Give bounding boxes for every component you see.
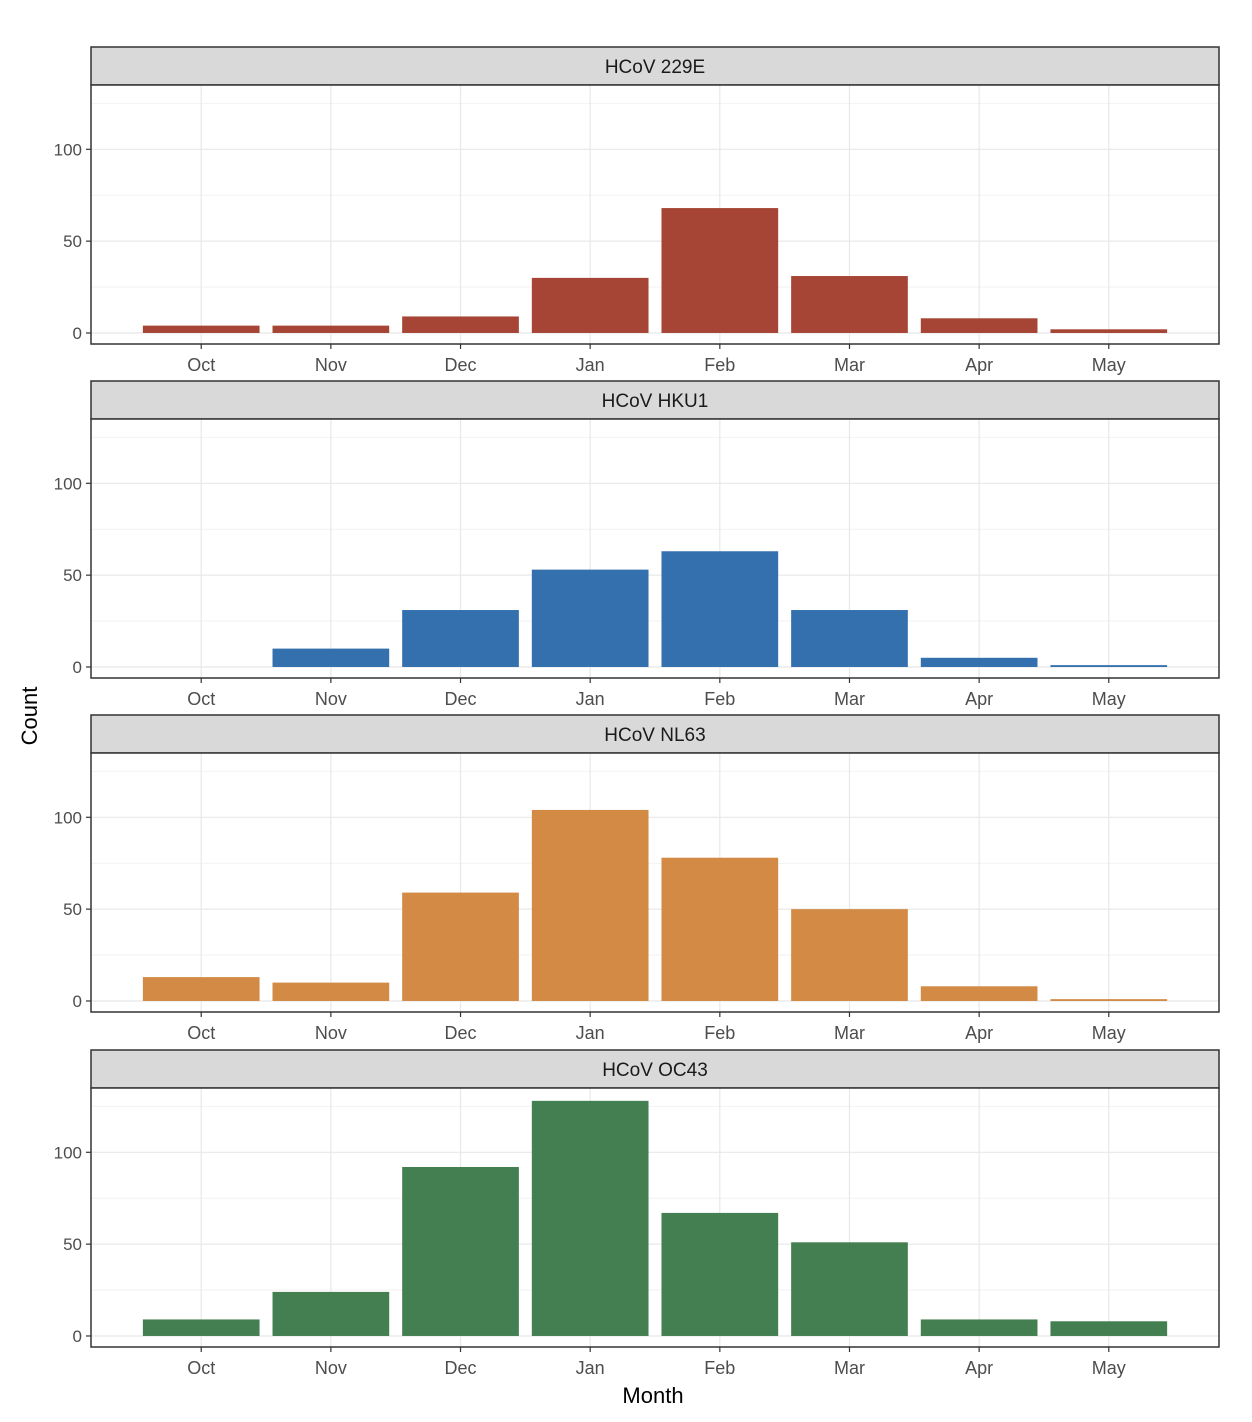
x-tick-label: Feb <box>704 355 735 375</box>
x-tick-label: Feb <box>704 689 735 709</box>
bar <box>920 1319 1038 1336</box>
panel-border <box>90 752 1220 1013</box>
facet-strip <box>90 714 1220 754</box>
x-tick-label: Dec <box>445 1358 477 1378</box>
x-tick-label: Feb <box>704 1358 735 1378</box>
bar <box>272 982 390 1001</box>
x-tick-label: Dec <box>445 1023 477 1043</box>
facet-strip <box>90 1049 1220 1089</box>
x-tick-label: Mar <box>834 1023 865 1043</box>
x-tick-label: Mar <box>834 689 865 709</box>
x-tick-label: May <box>1092 355 1126 375</box>
x-tick-label: Nov <box>315 355 347 375</box>
facet-title: HCoV OC43 <box>602 1060 708 1081</box>
y-tick-label: 50 <box>63 232 82 251</box>
y-axis-label: Count <box>17 687 42 746</box>
x-tick-label: Jan <box>576 1358 605 1378</box>
x-tick-label: May <box>1092 1358 1126 1378</box>
plot-area <box>91 419 1219 678</box>
x-tick-label: Nov <box>315 1023 347 1043</box>
y-tick-label: 0 <box>73 324 82 343</box>
bar <box>1050 665 1168 667</box>
y-tick-label: 100 <box>54 474 82 493</box>
facet-panel: HCoV OC43 0 50 100 Oct Nov Dec Jan Feb Mar Apr May <box>54 1049 1220 1378</box>
x-tick-label: Apr <box>965 1023 993 1043</box>
y-tick-label: 0 <box>73 992 82 1011</box>
panel-border <box>90 418 1220 679</box>
x-tick-label: Nov <box>315 1358 347 1378</box>
bar <box>791 1242 908 1336</box>
bar <box>142 1319 260 1336</box>
bar <box>402 610 519 667</box>
y-tick-label: 50 <box>63 1235 82 1254</box>
bar <box>661 208 779 333</box>
x-tick-label: Jan <box>576 1023 605 1043</box>
bar <box>402 892 519 1001</box>
x-tick-label: Dec <box>445 689 477 709</box>
x-tick-label: Oct <box>187 355 215 375</box>
facet-strip <box>90 380 1220 420</box>
y-tick-label: 0 <box>73 1327 82 1346</box>
bar <box>1050 329 1168 333</box>
facet-title: HCoV NL63 <box>604 725 705 746</box>
bar <box>791 909 908 1001</box>
x-tick-label: Mar <box>834 1358 865 1378</box>
x-tick-label: Jan <box>576 355 605 375</box>
y-tick-label: 50 <box>63 900 82 919</box>
x-axis-label: Month <box>622 1383 683 1408</box>
bar <box>920 318 1038 333</box>
x-tick-label: Mar <box>834 355 865 375</box>
bar <box>531 277 649 333</box>
bar <box>272 648 390 667</box>
bar <box>402 316 519 333</box>
facet-strip <box>90 46 1220 86</box>
x-tick-label: Oct <box>187 689 215 709</box>
bar <box>661 1212 779 1336</box>
x-tick-label: May <box>1092 689 1126 709</box>
bar <box>531 1100 649 1336</box>
bar <box>142 325 260 333</box>
x-tick-label: May <box>1092 1023 1126 1043</box>
bar <box>791 610 908 667</box>
bar <box>142 977 260 1001</box>
panel-border <box>90 1087 1220 1348</box>
facet-title: HCoV 229E <box>605 57 705 78</box>
bar <box>920 986 1038 1001</box>
x-tick-label: Oct <box>187 1358 215 1378</box>
facet-title: HCoV HKU1 <box>602 391 709 412</box>
bar <box>661 857 779 1001</box>
x-tick-label: Dec <box>445 355 477 375</box>
facet-panel: HCoV HKU1 0 50 100 Oct Nov Dec Jan Feb Mar Apr May <box>54 380 1220 709</box>
x-tick-label: Apr <box>965 355 993 375</box>
facet-panel: HCoV NL63 0 50 100 Oct Nov Dec Jan Feb Mar Apr May <box>54 714 1220 1043</box>
y-tick-label: 100 <box>54 1143 82 1162</box>
bar <box>1050 999 1168 1001</box>
bar <box>920 657 1038 667</box>
panel-border <box>90 84 1220 345</box>
x-tick-label: Nov <box>315 689 347 709</box>
x-tick-label: Apr <box>965 1358 993 1378</box>
facet-panel: HCoV 229E 0 50 100 Oct Nov Dec Jan Feb Mar Apr May <box>54 46 1220 375</box>
y-tick-label: 0 <box>73 658 82 677</box>
y-tick-label: 100 <box>54 140 82 159</box>
bar <box>272 325 390 333</box>
plot-area <box>91 85 1219 344</box>
bar <box>1050 1321 1168 1336</box>
bar <box>791 276 908 333</box>
bar <box>661 551 779 667</box>
plot-area <box>91 1088 1219 1347</box>
x-tick-label: Jan <box>576 689 605 709</box>
plot-area <box>91 753 1219 1012</box>
bar <box>402 1166 519 1336</box>
bar <box>531 569 649 667</box>
y-tick-label: 50 <box>63 566 82 585</box>
x-tick-label: Apr <box>965 689 993 709</box>
y-tick-label: 100 <box>54 808 82 827</box>
x-tick-label: Feb <box>704 1023 735 1043</box>
bar <box>272 1291 390 1336</box>
bar <box>531 809 649 1001</box>
x-tick-label: Oct <box>187 1023 215 1043</box>
